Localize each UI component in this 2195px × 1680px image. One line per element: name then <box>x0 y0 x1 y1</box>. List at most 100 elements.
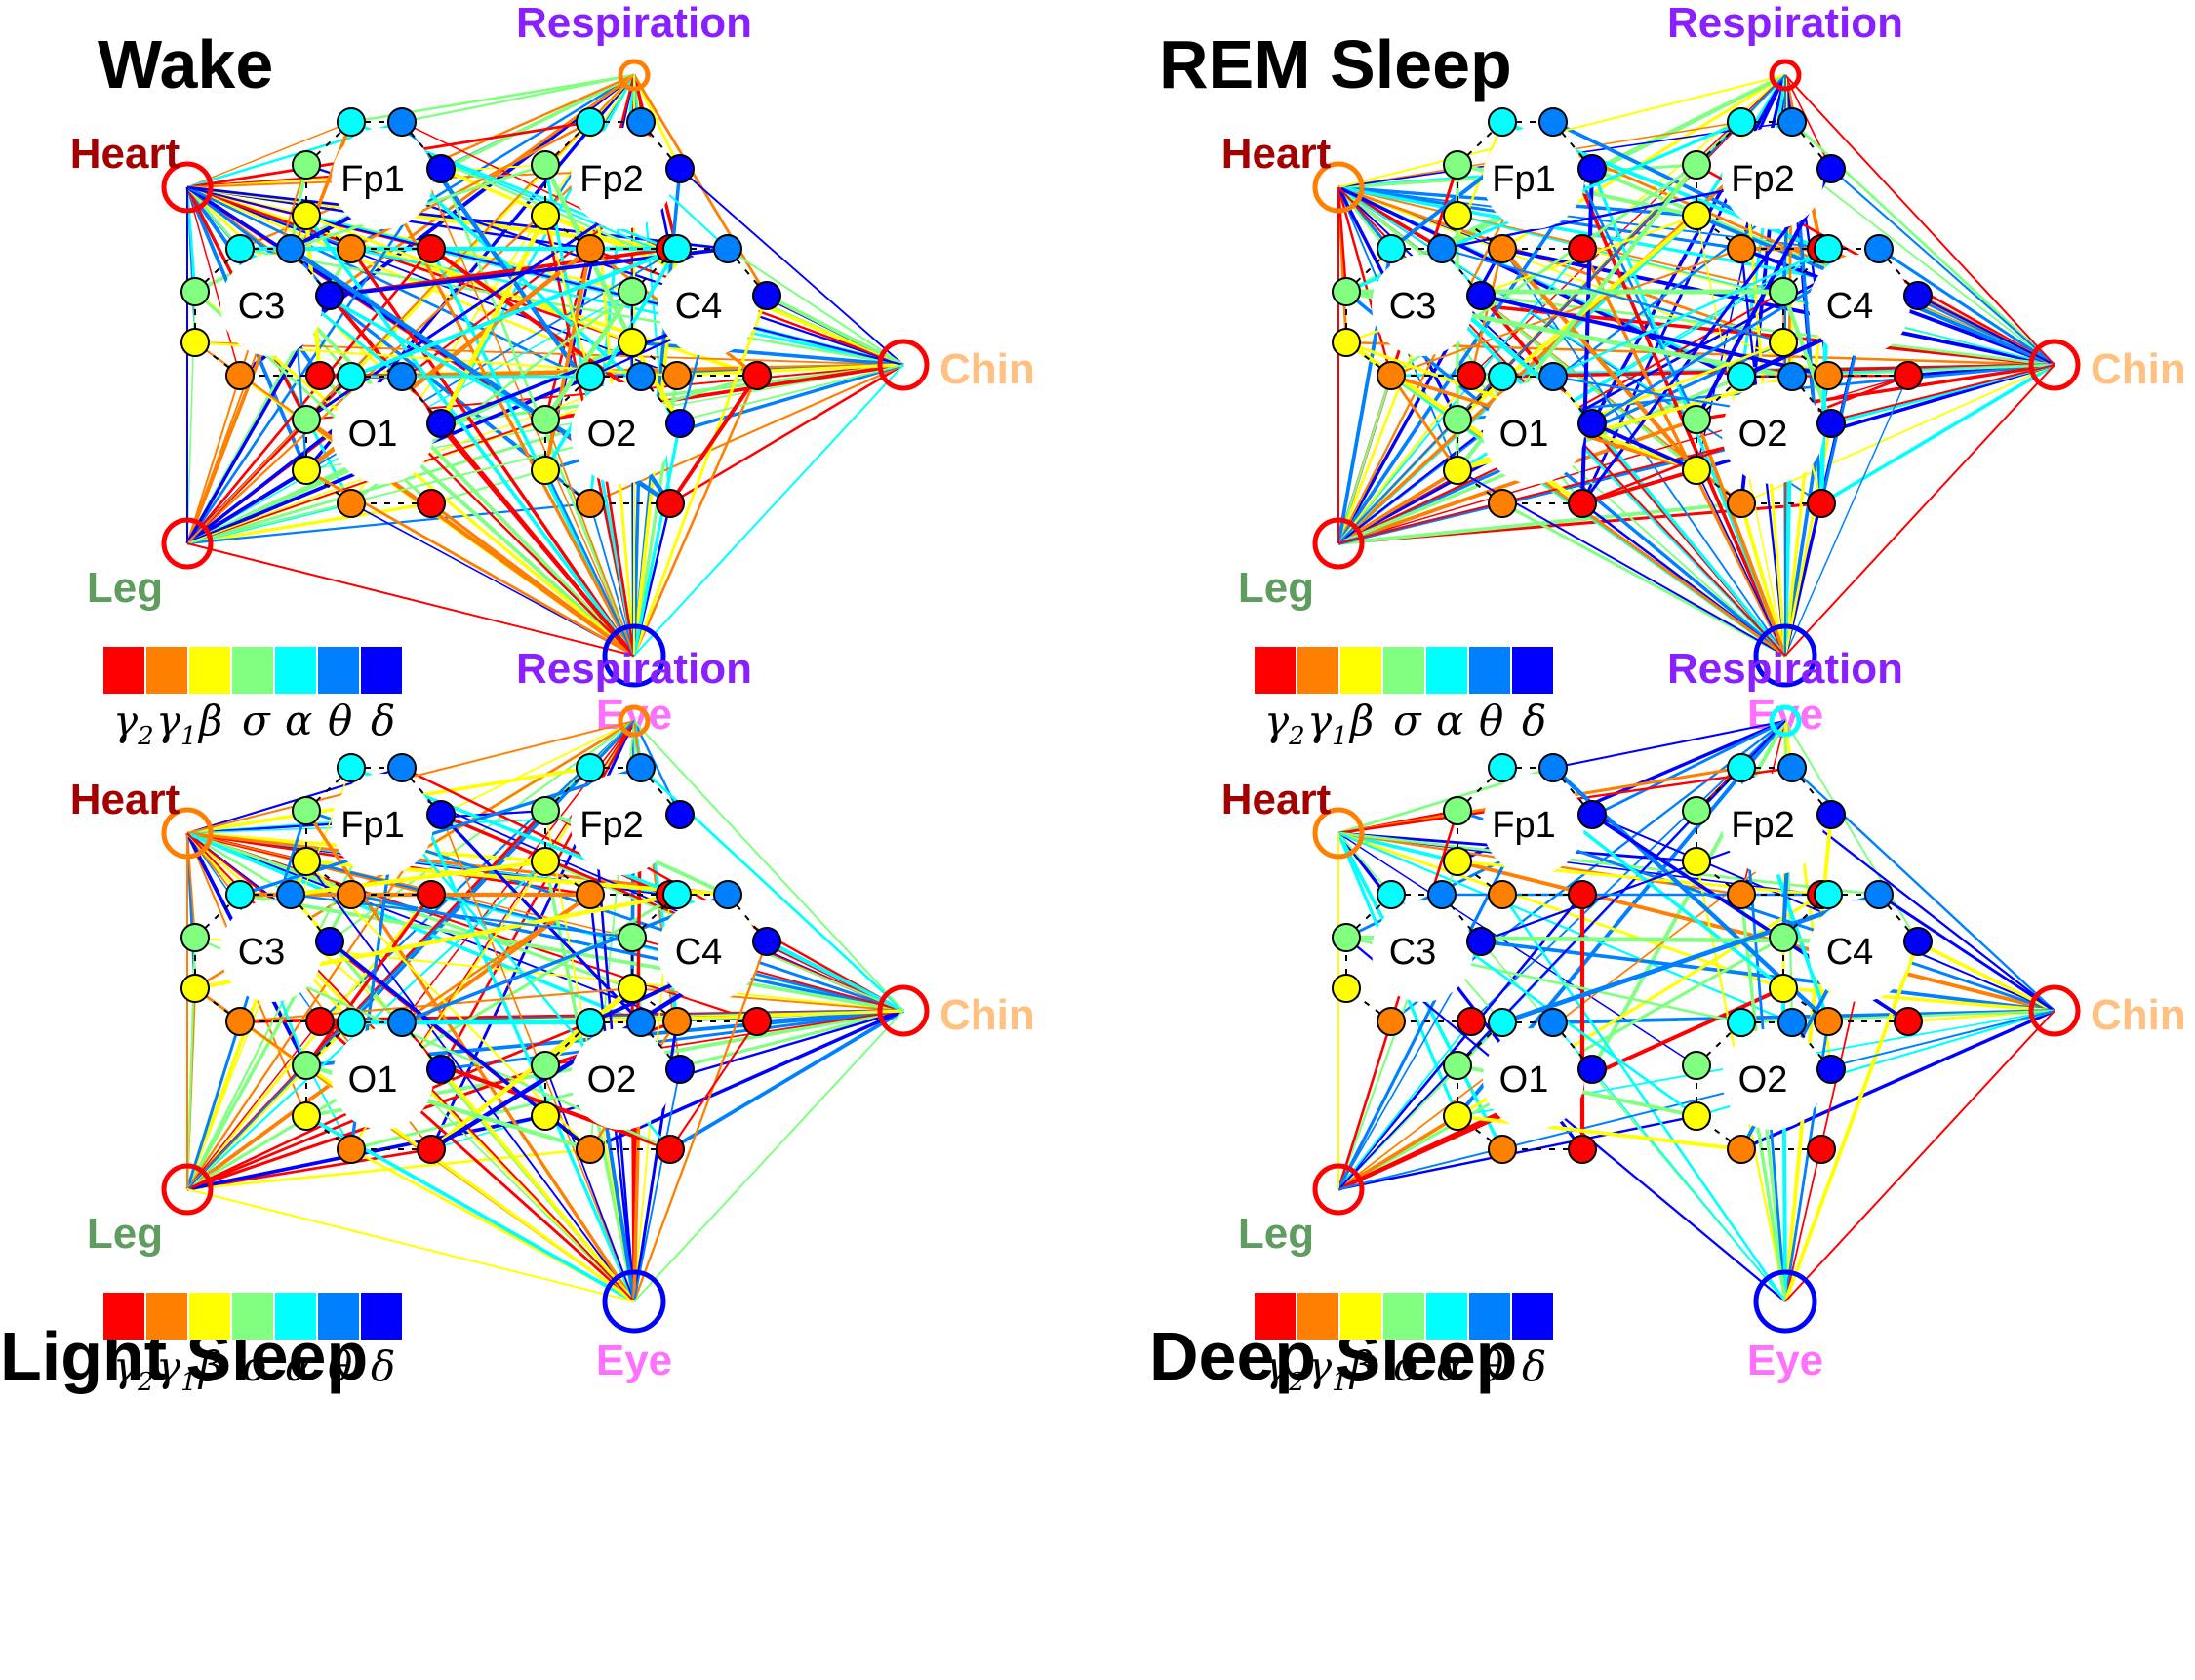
channel-hub-bg <box>1372 255 1473 356</box>
brain-link <box>304 894 433 1066</box>
legend-swatch <box>1383 647 1424 694</box>
band-node <box>576 1008 605 1037</box>
band-node <box>1816 1055 1846 1084</box>
legend-swatch <box>232 1293 273 1340</box>
band-node <box>742 1007 772 1036</box>
band-node <box>1466 927 1496 956</box>
band-node <box>1727 753 1756 782</box>
band-node <box>576 489 605 518</box>
respiration-label: Respiration <box>516 0 752 47</box>
band-node <box>387 753 417 782</box>
brain-link <box>239 986 633 1023</box>
intra-channel-link <box>1457 1021 1503 1066</box>
band-node <box>305 361 335 390</box>
channel-label: Fp1 <box>1492 159 1555 200</box>
legend-label: σ <box>242 697 271 744</box>
organ-link <box>1696 469 1786 657</box>
leg-ring <box>161 517 214 570</box>
band-node <box>531 847 560 876</box>
organ-link <box>1337 1114 1697 1191</box>
organ-link <box>400 767 636 1302</box>
intra-channel-link <box>1696 767 1742 812</box>
band-node <box>426 800 456 829</box>
intra-channel-link <box>401 767 442 816</box>
legend-label: α <box>1436 697 1463 744</box>
legend-swatch <box>189 1293 230 1340</box>
organ-link <box>1580 248 1787 657</box>
organ-link <box>544 419 635 657</box>
organ-link <box>185 186 197 293</box>
intra-channel-link <box>640 376 681 424</box>
band-legend: γ2 γ1 β σ α θ δ <box>103 1293 402 1397</box>
band-node <box>662 234 692 263</box>
brain-link <box>1469 248 1504 377</box>
organ-link <box>429 248 636 657</box>
channel-hub-bg <box>1809 900 1910 1002</box>
channel-hub-o1: O1 <box>292 1008 456 1164</box>
chin-label: Chin <box>2091 345 2186 393</box>
band-node <box>417 489 446 518</box>
organ-link <box>1337 1020 1472 1190</box>
organ-link <box>440 1009 904 1071</box>
organ-link <box>186 501 432 545</box>
band-node <box>531 456 560 485</box>
band-node <box>1488 880 1517 909</box>
band-node <box>292 796 321 825</box>
band-node <box>1377 234 1406 263</box>
legend-swatch <box>1512 647 1553 694</box>
legend-swatch <box>1340 1293 1381 1340</box>
band-node <box>531 796 560 825</box>
intra-channel-link <box>305 376 352 420</box>
band-node <box>531 1101 560 1131</box>
channel-hub-c4: C4 <box>1769 234 1933 390</box>
channel-label: C3 <box>238 932 286 973</box>
intra-channel-link <box>401 376 442 424</box>
legend-label: σ <box>1393 1342 1422 1390</box>
band-node <box>1682 1051 1711 1080</box>
channel-hub-o1: O1 <box>1443 362 1607 518</box>
band-node <box>1488 234 1517 263</box>
organ-organ-link <box>1784 1010 2055 1302</box>
band-node <box>1377 361 1406 390</box>
chin-ring <box>877 339 930 391</box>
organ-link <box>1695 419 1787 657</box>
legend-label: β <box>1348 1342 1374 1390</box>
legend-swatch <box>1512 1293 1553 1340</box>
intra-channel-link <box>640 121 681 170</box>
organ-link <box>1337 831 1793 1024</box>
channel-hub-bg <box>1483 382 1584 484</box>
heart-ring <box>1312 807 1365 860</box>
channel-hub-c3: C3 <box>180 234 344 390</box>
heart-label: Heart <box>1221 130 1332 178</box>
band-node <box>576 753 605 782</box>
band-node <box>713 234 742 263</box>
organ-link <box>401 73 635 124</box>
organ-link <box>186 1020 321 1190</box>
band-node <box>1538 107 1568 137</box>
legend-swatch <box>1255 1293 1296 1340</box>
channel-label: O2 <box>1738 414 1788 455</box>
intra-channel-link <box>1457 376 1503 420</box>
intra-channel-link <box>727 248 768 297</box>
organ-link <box>439 1067 636 1303</box>
intra-channel-link <box>544 767 591 812</box>
organ-link <box>1739 502 1787 657</box>
band-node <box>1443 1101 1472 1131</box>
intra-channel-link <box>1552 1021 1593 1070</box>
band-node <box>665 154 695 183</box>
channel-label: Fp2 <box>1731 159 1794 200</box>
channel-label: C4 <box>675 932 723 973</box>
eye-ring <box>602 1269 666 1334</box>
channel-label: C3 <box>1389 932 1437 973</box>
organ-link <box>632 74 682 170</box>
intra-channel-link <box>640 1021 681 1070</box>
organ-link <box>1441 73 1786 251</box>
band-node <box>292 201 321 230</box>
intra-channel-link <box>1696 376 1742 420</box>
channel-hub-fp1: Fp1 <box>1443 753 1607 909</box>
brain-link <box>1390 248 1742 377</box>
band-node <box>292 405 321 434</box>
band-node <box>1769 974 1798 1003</box>
